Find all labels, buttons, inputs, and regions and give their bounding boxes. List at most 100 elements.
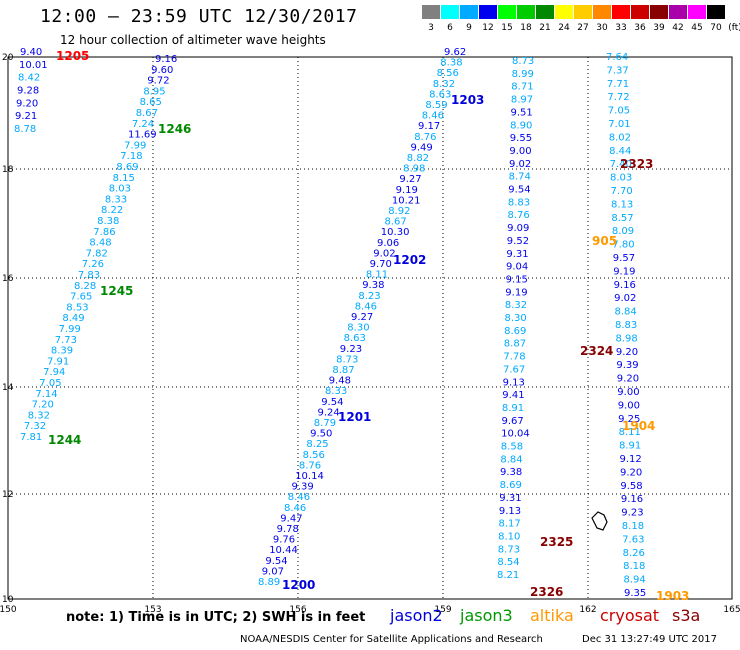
pass-number-label: 2326 — [530, 585, 563, 599]
wave-height-value: 7.73 — [55, 335, 77, 346]
pass-number-label: 2323 — [620, 157, 653, 171]
wave-height-value: 9.02 — [509, 159, 531, 170]
wave-height-value: 9.58 — [620, 481, 642, 492]
wave-height-value: 7.80 — [612, 240, 634, 251]
wave-height-value: 9.31 — [499, 493, 521, 504]
wave-height-value: 10.04 — [501, 429, 530, 440]
wave-height-value: 8.99 — [512, 69, 534, 80]
colorbar-swatch — [631, 5, 649, 19]
satellite-legend-s3a: s3a — [672, 606, 701, 625]
wave-height-value: 8.48 — [89, 238, 111, 249]
satellite-legend-cryosat: cryosat — [600, 606, 660, 625]
wave-height-value: 9.00 — [617, 387, 639, 398]
wave-height-value: 8.53 — [66, 302, 88, 313]
wave-height-value: 9.62 — [444, 47, 466, 58]
lat-tick-label: 18 — [2, 165, 14, 175]
wave-height-value: 9.72 — [147, 76, 169, 87]
wave-height-value: 9.41 — [502, 390, 524, 401]
wave-height-value: 9.20 — [616, 347, 638, 358]
wave-height-value: 8.21 — [497, 570, 519, 581]
pass-number-label: 1244 — [48, 433, 81, 447]
colorbar-label: 27 — [577, 23, 589, 33]
wave-height-value: 8.83 — [615, 320, 637, 331]
wave-height-value: 9.76 — [273, 535, 295, 546]
wave-height-value: 9.16 — [155, 54, 177, 65]
wave-height-value: 9.35 — [624, 588, 646, 599]
wave-height-value: 7.18 — [120, 151, 142, 162]
pass-number-label: 1245 — [100, 284, 133, 298]
wave-height-value: 9.38 — [362, 280, 384, 291]
wave-height-value: 9.19 — [396, 185, 418, 196]
wave-height-value: 7.37 — [607, 65, 629, 76]
wave-height-value: 7.78 — [503, 352, 525, 363]
colorbar-label: 12 — [482, 23, 494, 33]
wave-height-value: 9.54 — [321, 397, 343, 408]
wave-height-value: 8.91 — [619, 441, 641, 452]
wave-height-value: 7.64 — [606, 52, 628, 63]
wave-height-value: 7.86 — [93, 227, 115, 238]
wave-height-value: 8.90 — [510, 120, 532, 131]
wave-height-value: 9.54 — [265, 556, 287, 567]
wave-height-value: 8.33 — [105, 194, 127, 205]
wave-height-value: 8.82 — [407, 153, 429, 164]
wave-height-value: 8.38 — [440, 58, 462, 69]
colorbar-swatch — [517, 5, 535, 19]
footer-note: note: 1) Time is in UTC; 2) SWH is in fe… — [66, 610, 366, 625]
pass-number-label: 905 — [592, 234, 617, 248]
wave-height-value: 7.99 — [124, 140, 146, 151]
colorbar-label: 45 — [691, 23, 703, 33]
wave-height-value: 8.49 — [62, 313, 84, 324]
pass-number-label: 1205 — [56, 49, 89, 63]
satellite-legend-altika: altika — [530, 606, 574, 625]
wave-height-value: 8.15 — [113, 173, 135, 184]
wave-height-value: 8.11 — [366, 270, 388, 281]
wave-height-value: 9.20 — [16, 98, 38, 109]
wave-height-value: 8.73 — [336, 354, 358, 365]
lon-tick-label: 150 — [0, 605, 17, 615]
wave-height-value: 7.81 — [20, 432, 42, 443]
wave-height-value: 9.12 — [620, 454, 642, 465]
lat-tick-label: 16 — [2, 274, 14, 284]
wave-height-value: 7.32 — [24, 421, 46, 432]
wave-height-value: 9.20 — [620, 467, 642, 478]
wave-height-value: 9.54 — [508, 185, 530, 196]
wave-height-value: 8.56 — [303, 450, 325, 461]
wave-height-value: 7.71 — [607, 79, 629, 90]
lon-tick-label: 162 — [579, 605, 596, 615]
map-frame — [7, 56, 733, 600]
wave-height-value: 8.58 — [501, 442, 523, 453]
wave-height-value: 7.83 — [78, 270, 100, 281]
wave-height-value: 9.55 — [510, 133, 532, 144]
colorbar-swatch — [498, 5, 516, 19]
colorbar-swatch — [422, 5, 440, 19]
pass-number-label: 1246 — [158, 122, 191, 136]
timestamp: Dec 31 13:27:49 UTC 2017 — [582, 634, 717, 645]
colorbar-label: 33 — [615, 23, 627, 33]
wave-height-value: 8.63 — [344, 333, 366, 344]
wave-height-value: 8.67 — [385, 217, 407, 228]
wave-height-value: 9.78 — [277, 524, 299, 535]
wave-height-value: 9.23 — [621, 508, 643, 519]
wave-height-value: 8.84 — [615, 307, 637, 318]
wave-height-value: 8.89 — [258, 577, 280, 588]
wave-height-value: 8.23 — [358, 291, 380, 302]
wave-height-value: 8.84 — [500, 454, 522, 465]
wave-height-value: 8.69 — [500, 480, 522, 491]
wave-height-value: 8.22 — [101, 205, 123, 216]
wave-height-value: 7.99 — [59, 324, 81, 335]
wave-height-value: 7.14 — [35, 389, 57, 400]
colorbar-swatch — [669, 5, 687, 19]
wave-height-value: 8.74 — [509, 172, 531, 183]
wave-height-value: 10.44 — [269, 545, 298, 556]
wave-height-value: 9.19 — [613, 266, 635, 277]
pass-number-label: 1201 — [338, 410, 371, 424]
lat-tick-label: 12 — [2, 490, 13, 500]
wave-height-value: 9.15 — [506, 274, 528, 285]
altimeter-tracks: 9.169.609.728.958.658.677.2411.697.997.1… — [14, 47, 646, 599]
credit-line: NOAA/NESDIS Center for Satellite Applica… — [240, 634, 543, 645]
wave-height-value: 7.01 — [608, 119, 630, 130]
wave-height-value: 7.94 — [43, 367, 65, 378]
wave-height-value: 8.79 — [314, 418, 336, 429]
wave-height-value: 10.14 — [295, 471, 324, 482]
